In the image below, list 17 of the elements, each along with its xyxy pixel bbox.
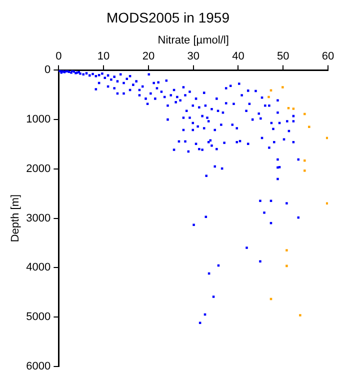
x-tick-label: 20 xyxy=(142,50,155,63)
chart-title: MODS2005 in 1959 xyxy=(106,9,230,26)
x-tick-label: 30 xyxy=(187,50,200,63)
x-axis-title: Nitrate [µmol/l] xyxy=(158,34,229,46)
x-tick-label: 50 xyxy=(276,50,290,63)
y-tick-label: 5000 xyxy=(26,311,51,324)
x-tick-label: 40 xyxy=(232,50,244,63)
y-tick-label: 4000 xyxy=(26,262,51,274)
y-tick-label: 3000 xyxy=(26,212,51,224)
x-tick-label: 0 xyxy=(56,50,62,63)
y-tick-label: 2000 xyxy=(26,162,51,175)
x-tick-label: 60 xyxy=(322,50,334,63)
y-tick-label: 6000 xyxy=(26,360,51,372)
y-tick-label: 0 xyxy=(44,64,51,76)
x-tick-label: 10 xyxy=(97,50,110,63)
y-tick-label: 1000 xyxy=(26,114,51,126)
y-axis-title: Depth [m] xyxy=(10,194,22,242)
